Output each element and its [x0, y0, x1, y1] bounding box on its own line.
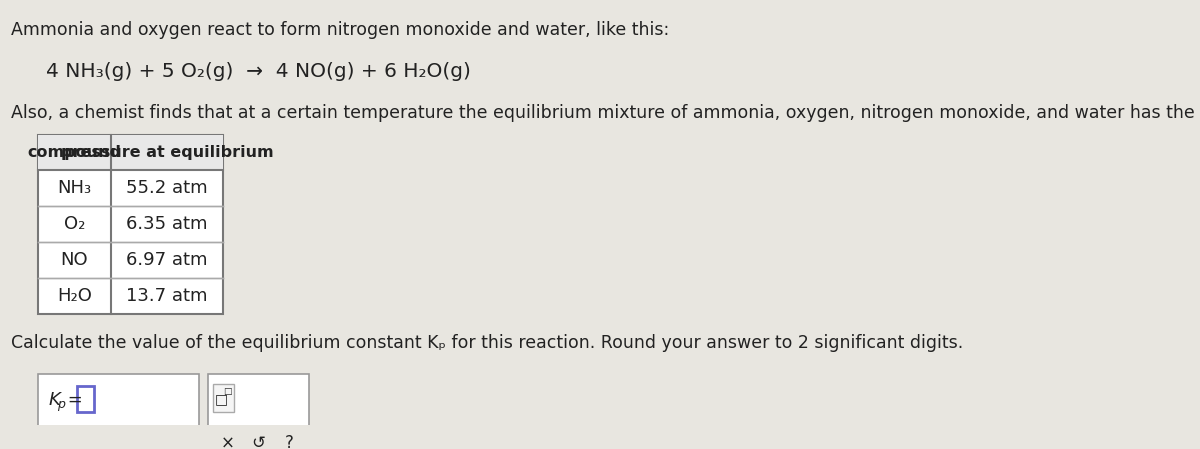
Text: K: K — [49, 391, 60, 409]
Text: pressure at equilibrium: pressure at equilibrium — [61, 145, 274, 160]
Bar — [208, 427, 308, 449]
Text: 55.2 atm: 55.2 atm — [126, 179, 208, 197]
Bar — [278, 433, 300, 449]
Bar — [208, 374, 308, 449]
Text: =: = — [62, 391, 83, 409]
Bar — [37, 136, 223, 313]
Text: Calculate the value of the equilibrium constant Kₚ for this reaction. Round your: Calculate the value of the equilibrium c… — [11, 335, 964, 352]
Text: compound: compound — [28, 145, 121, 160]
Bar — [217, 433, 239, 449]
Bar — [77, 386, 94, 412]
Bar — [214, 384, 234, 412]
Bar — [247, 433, 269, 449]
Text: 4 NH₃(g) + 5 O₂(g)  →  4 NO(g) + 6 H₂O(g): 4 NH₃(g) + 5 O₂(g) → 4 NO(g) + 6 H₂O(g) — [46, 62, 470, 80]
Text: Also, a chemist finds that at a certain temperature the equilibrium mixture of a: Also, a chemist finds that at a certain … — [11, 104, 1200, 122]
Text: 13.7 atm: 13.7 atm — [126, 286, 208, 304]
Text: O₂: O₂ — [64, 215, 85, 233]
Text: ×: × — [221, 434, 235, 449]
Text: NH₃: NH₃ — [58, 179, 91, 197]
Text: ?: ? — [284, 434, 293, 449]
Text: □: □ — [223, 387, 232, 396]
Text: p: p — [56, 398, 65, 411]
Text: 6.35 atm: 6.35 atm — [126, 215, 208, 233]
Text: ↺: ↺ — [252, 434, 265, 449]
Bar — [37, 136, 223, 170]
Text: H₂O: H₂O — [56, 286, 91, 304]
Text: □: □ — [215, 392, 228, 406]
Text: Ammonia and oxygen react to form nitrogen monoxide and water, like this:: Ammonia and oxygen react to form nitroge… — [11, 21, 670, 39]
Bar — [37, 374, 199, 427]
Text: 6.97 atm: 6.97 atm — [126, 251, 208, 269]
Text: NO: NO — [60, 251, 88, 269]
